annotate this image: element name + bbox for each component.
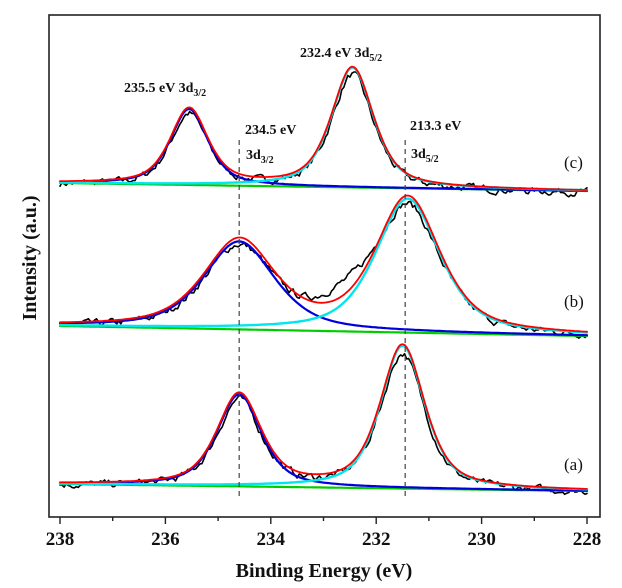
panel-label-c: (c)	[564, 153, 583, 172]
peak-3d3-2-curve	[58, 107, 589, 192]
x-tick-label: 234	[257, 529, 286, 550]
x-tick-label: 232	[362, 529, 391, 550]
peak-3d3-2-curve	[58, 240, 589, 337]
envelope-fit-curve	[59, 194, 588, 333]
envelope-fit-curve	[59, 343, 588, 490]
spectrum-b	[58, 194, 589, 339]
peak-3d5-2-curve	[58, 344, 589, 491]
y-axis-title: Intensity (a.u.)	[19, 195, 41, 320]
background-curve	[58, 324, 589, 338]
annotation-232-4-3d5-2: 232.4 eV 3d5/2	[300, 46, 382, 64]
peak-3d3-2-curve	[58, 393, 589, 492]
spectrum-c	[58, 65, 589, 198]
x-axis-ticks	[59, 517, 588, 524]
annotation-234-5-label: 234.5 eV	[245, 123, 296, 138]
peak-3d5-2-curve	[58, 197, 589, 334]
reference-lines	[238, 140, 406, 500]
spectrum-a	[58, 343, 589, 496]
annotation-213-3-label: 213.3 eV	[410, 119, 461, 134]
x-tick-label: 228	[573, 529, 602, 550]
x-tick-label: 236	[151, 529, 180, 550]
panel-label-b: (b)	[564, 292, 584, 311]
plot-area	[58, 65, 589, 500]
x-tick-label: 238	[46, 529, 75, 550]
panel-label-a: (a)	[564, 455, 583, 474]
x-axis-tick-labels: 238 236 234 232 230 228	[46, 529, 602, 550]
annotation-235-5-3d3-2: 235.5 eV 3d3/2	[124, 81, 206, 99]
annotation-213-3-3d5-2: 3d5/2	[411, 147, 439, 165]
envelope-fit-curve	[59, 65, 588, 191]
curves-layer	[58, 65, 589, 496]
plot-frame	[48, 14, 601, 518]
x-axis-title: Binding Energy (eV)	[236, 560, 413, 582]
annotation-234-5-3d3-2: 3d3/2	[246, 148, 274, 166]
x-tick-label: 230	[467, 529, 496, 550]
